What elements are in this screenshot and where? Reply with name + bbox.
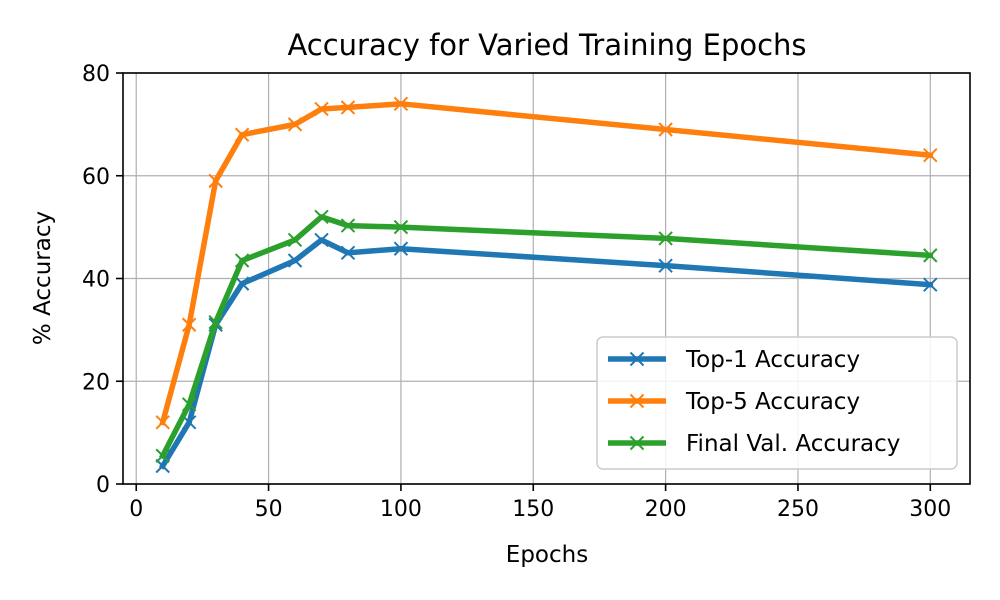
legend-label: Final Val. Accuracy <box>686 431 900 457</box>
y-tick-label: 60 <box>82 165 110 190</box>
legend-item: Top-5 Accuracy <box>608 389 860 415</box>
y-tick-label: 0 <box>96 473 110 498</box>
data-point <box>923 248 938 263</box>
x-tick-label: 200 <box>645 497 687 522</box>
data-point <box>234 127 250 142</box>
data-point <box>234 276 250 291</box>
data-point <box>340 245 356 261</box>
data-point <box>923 277 938 292</box>
y-tick-label: 40 <box>82 268 110 293</box>
legend-marker <box>629 351 645 367</box>
legend-marker <box>629 393 645 409</box>
data-point <box>314 209 329 225</box>
legend-box <box>596 336 958 470</box>
legend-item: Final Val. Accuracy <box>608 431 900 457</box>
series-final-val-accuracy <box>155 209 938 463</box>
data-point <box>155 458 170 474</box>
data-point <box>923 147 938 163</box>
data-point <box>287 232 303 248</box>
series-layer <box>155 96 938 474</box>
data-point <box>314 232 329 248</box>
data-point <box>340 100 356 115</box>
data-point <box>181 397 197 412</box>
legend-marker <box>629 435 645 451</box>
data-point <box>658 122 673 137</box>
series-line-top-5-accuracy <box>159 101 934 426</box>
chart-title: Accuracy for Varied Training Epochs <box>287 28 806 62</box>
axis-ticks: 0 50 100 150 200 250 300 0 20 40 60 80 <box>82 62 951 522</box>
data-point <box>234 253 250 268</box>
x-tick-label: 300 <box>909 497 951 522</box>
legend-label: Top-1 Accuracy <box>685 347 860 373</box>
data-point <box>208 314 223 330</box>
data-point <box>287 253 303 268</box>
data-point <box>393 96 409 112</box>
data-point <box>155 448 170 463</box>
x-tick-label: 0 <box>129 497 143 522</box>
y-axis-label: % Accuracy <box>30 211 56 345</box>
data-point <box>340 218 356 233</box>
data-point <box>155 415 170 430</box>
series-top-5-accuracy <box>155 96 938 430</box>
x-axis-label: Epochs <box>506 542 588 568</box>
x-tick-label: 250 <box>777 497 819 522</box>
data-point <box>287 117 303 132</box>
legend-label: Top-5 Accuracy <box>685 389 860 415</box>
series-line-top-1-accuracy <box>158 237 934 470</box>
data-point <box>658 231 673 246</box>
data-point <box>181 317 197 332</box>
data-point <box>393 241 409 256</box>
x-tick-label: 150 <box>512 497 554 522</box>
x-tick-label: 100 <box>380 497 422 522</box>
data-point <box>658 258 673 273</box>
legend-item: Top-1 Accuracy <box>608 347 860 373</box>
legend: Top-1 Accuracy Top-5 Accuracy Final Val. A… <box>596 336 958 470</box>
data-point <box>393 219 409 235</box>
data-point <box>314 101 329 117</box>
y-tick-label: 20 <box>82 370 110 395</box>
y-tick-label: 80 <box>82 62 110 87</box>
data-point <box>208 173 223 189</box>
x-tick-label: 50 <box>255 497 283 522</box>
series-line-final-val-accuracy <box>158 214 934 460</box>
